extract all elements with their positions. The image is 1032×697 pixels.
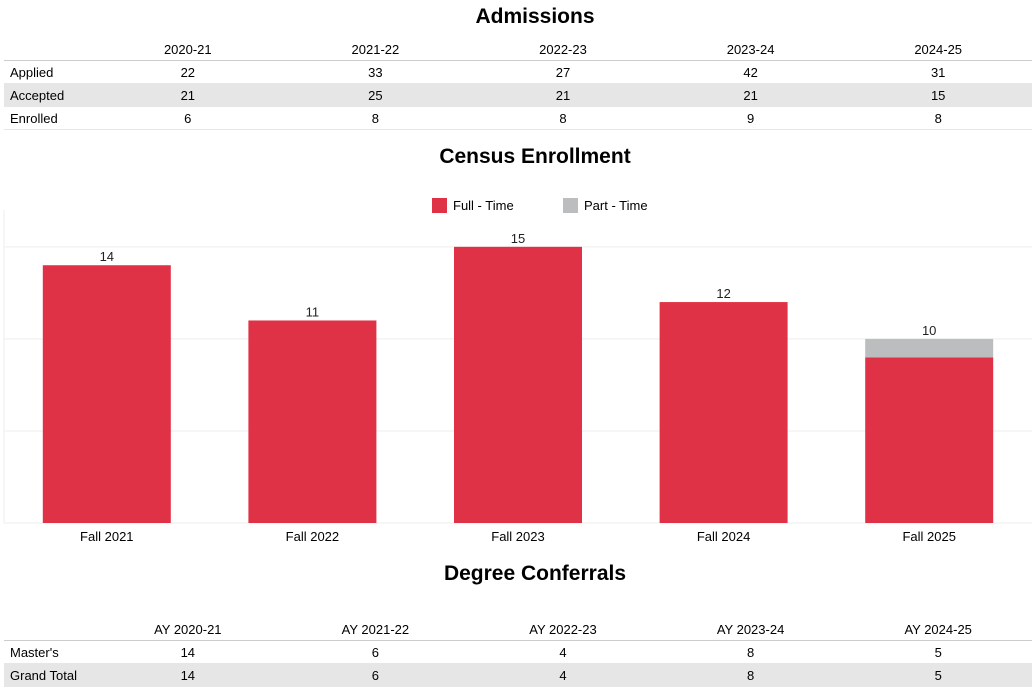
bar-full-time-fall-2021 bbox=[42, 265, 171, 523]
cell: 33 bbox=[281, 60, 470, 84]
table-row: Applied 22 33 27 42 31 bbox=[4, 60, 1032, 84]
cell: 8 bbox=[281, 106, 470, 130]
legend-label: Part - Time bbox=[584, 198, 648, 213]
row-label: Accepted bbox=[4, 83, 94, 107]
table-row: Accepted 21 25 21 21 15 bbox=[4, 83, 1032, 107]
col-header: 2021-22 bbox=[281, 38, 470, 61]
cell: 6 bbox=[94, 106, 282, 130]
cell: 27 bbox=[469, 60, 657, 84]
cell: 22 bbox=[94, 60, 282, 84]
x-tick-label: Fall 2023 bbox=[491, 529, 544, 544]
cell: 9 bbox=[656, 106, 845, 130]
col-header: 2023-24 bbox=[656, 38, 845, 61]
table-row: Master's 14 6 4 8 5 bbox=[4, 640, 1032, 664]
degrees-title: Degree Conferrals bbox=[443, 562, 627, 585]
cell: 21 bbox=[94, 83, 282, 107]
cell: 14 bbox=[94, 640, 282, 664]
cell: 6 bbox=[281, 663, 470, 687]
x-tick-label: Fall 2024 bbox=[697, 529, 750, 544]
data-label: 15 bbox=[511, 231, 525, 246]
cell: 8 bbox=[469, 106, 657, 130]
cell: 42 bbox=[656, 60, 845, 84]
row-label: Grand Total bbox=[4, 663, 94, 687]
bar-part-time-fall-2025 bbox=[865, 338, 994, 358]
cell: 8 bbox=[844, 106, 1032, 130]
bar-full-time-fall-2025 bbox=[865, 357, 994, 523]
bar-full-time-fall-2022 bbox=[248, 320, 377, 523]
data-label: 10 bbox=[922, 323, 936, 338]
table-row: Grand Total 14 6 4 8 5 bbox=[4, 663, 1032, 687]
x-tick-label: Fall 2022 bbox=[286, 529, 339, 544]
col-header: 2020-21 bbox=[94, 38, 282, 61]
col-header: 2024-25 bbox=[844, 38, 1032, 61]
cell: 8 bbox=[656, 640, 845, 664]
legend-item-part-time[interactable]: Part - Time bbox=[563, 198, 648, 213]
cell: 5 bbox=[844, 640, 1032, 664]
data-label: 11 bbox=[306, 304, 320, 319]
cell: 15 bbox=[844, 83, 1032, 107]
chart-title: Census Enrollment bbox=[439, 145, 631, 168]
legend-item-full-time[interactable]: Full - Time bbox=[432, 198, 514, 213]
bar-full-time-fall-2023 bbox=[454, 246, 582, 523]
admissions-table: 2020-21 2021-22 2022-23 2023-24 2024-25 … bbox=[4, 38, 1032, 130]
cell: 4 bbox=[469, 640, 657, 664]
corner bbox=[4, 618, 94, 641]
x-tick-label: Fall 2025 bbox=[902, 529, 955, 544]
corner bbox=[4, 38, 94, 61]
cell: 31 bbox=[844, 60, 1032, 84]
legend-label: Full - Time bbox=[453, 198, 514, 213]
col-header: AY 2021-22 bbox=[281, 618, 470, 641]
col-header: AY 2022-23 bbox=[469, 618, 657, 641]
col-header: 2022-23 bbox=[469, 38, 657, 61]
cell: 21 bbox=[469, 83, 657, 107]
col-header: AY 2024-25 bbox=[844, 618, 1032, 641]
row-label: Master's bbox=[4, 640, 94, 664]
row-label: Enrolled bbox=[4, 106, 94, 130]
admissions-title: Admissions bbox=[475, 5, 595, 28]
degrees-table: AY 2020-21 AY 2021-22 AY 2022-23 AY 2023… bbox=[4, 618, 1032, 687]
bar-full-time-fall-2024 bbox=[659, 302, 788, 523]
cell: 14 bbox=[94, 663, 282, 687]
part-time-swatch bbox=[563, 198, 578, 213]
row-label: Applied bbox=[4, 60, 94, 84]
cell: 8 bbox=[656, 663, 845, 687]
cell: 25 bbox=[281, 83, 470, 107]
full-time-swatch bbox=[432, 198, 447, 213]
col-header: AY 2023-24 bbox=[656, 618, 845, 641]
data-label: 12 bbox=[716, 286, 730, 301]
cell: 4 bbox=[469, 663, 657, 687]
col-header: AY 2020-21 bbox=[94, 618, 282, 641]
x-tick-label: Fall 2021 bbox=[80, 529, 133, 544]
cell: 5 bbox=[844, 663, 1032, 687]
cell: 21 bbox=[656, 83, 845, 107]
census-enrollment-chart: 14 Fall 2021 11 Fall 2022 15 Fall 2023 12 Fall … bbox=[3, 210, 1032, 544]
cell: 6 bbox=[281, 640, 470, 664]
data-label: 14 bbox=[100, 249, 114, 264]
